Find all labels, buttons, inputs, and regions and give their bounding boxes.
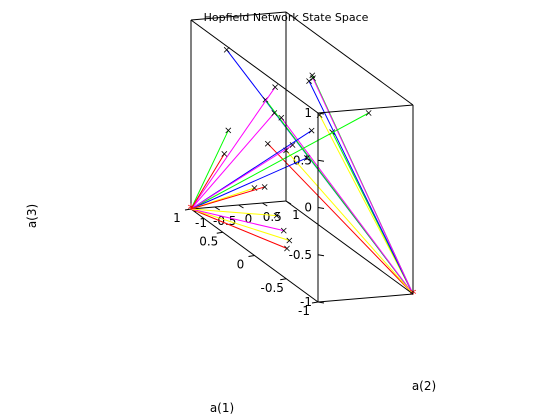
cube-edge	[190, 11, 287, 21]
start-marker	[225, 127, 232, 134]
z-tick-label: 1	[304, 106, 312, 120]
y-tick-label: 0.5	[263, 210, 282, 224]
cube-edge	[285, 200, 414, 295]
z-tick-label: -0.5	[289, 248, 312, 262]
trajectory-line	[190, 208, 290, 242]
start-marker	[272, 84, 279, 91]
start-marker	[273, 212, 280, 219]
trajectory-line	[190, 186, 265, 210]
trajectory-line	[267, 143, 414, 295]
start-marker	[278, 114, 285, 121]
z-tick-mark	[317, 207, 325, 209]
attractor-marker: *	[410, 287, 417, 303]
y-tick-label: -1	[195, 216, 207, 230]
attractor-marker: *	[188, 202, 195, 218]
x-tick-mark	[248, 255, 255, 257]
start-marker	[286, 237, 293, 244]
start-marker	[261, 184, 268, 190]
start-marker	[306, 78, 312, 84]
axes-box-front	[190, 11, 414, 303]
start-marker	[310, 75, 316, 82]
start-marker	[284, 245, 290, 252]
z-axis-label: a(3)	[25, 204, 39, 228]
z-tick-label: 0	[304, 201, 312, 215]
trajectory-line	[190, 112, 369, 210]
x-tick-mark	[280, 278, 287, 281]
y-tick-label: 0	[245, 212, 253, 226]
trajectory-line	[190, 208, 284, 232]
start-marker	[280, 227, 287, 234]
x-tick-mark	[184, 208, 192, 211]
start-marker	[221, 151, 228, 157]
y-axis-label: a(2)	[412, 379, 436, 393]
cube-edge	[317, 104, 414, 114]
start-marker	[365, 110, 372, 116]
y-tick-mark	[238, 204, 244, 209]
start-marker	[308, 127, 315, 134]
trajectory-line	[312, 77, 414, 295]
start-marker	[264, 140, 271, 147]
cube-edge	[317, 293, 414, 303]
trajectory-line	[280, 117, 414, 295]
start-marker	[289, 142, 296, 148]
x-tick-label: 0.5	[199, 234, 218, 248]
y-tick-mark	[261, 202, 268, 207]
trajectory-line	[190, 157, 308, 210]
trajectory-line	[319, 114, 414, 295]
trajectory-line	[190, 130, 229, 210]
trajectory-line	[308, 80, 414, 295]
trajectory-line	[285, 150, 414, 295]
start-marker	[271, 110, 278, 116]
trajectory-line	[190, 208, 288, 249]
trajectory-line	[190, 208, 277, 217]
x-tick-label: 0	[237, 258, 245, 272]
trajectory-line	[190, 144, 293, 210]
x-tick-label: -0.5	[261, 281, 284, 295]
x-tick-mark	[311, 301, 319, 304]
y-tick-mark	[214, 206, 221, 211]
trajectories: **	[188, 46, 417, 303]
z-tick-mark	[317, 254, 325, 257]
cube-edge	[285, 11, 414, 106]
x-axis-label: a(1)	[210, 401, 234, 415]
x-tick-label: 1	[173, 211, 181, 225]
z-tick-mark	[317, 159, 325, 162]
cube-edge	[190, 19, 319, 114]
trajectory-line	[190, 112, 275, 210]
start-marker	[223, 46, 230, 53]
z-tick-label: -1	[300, 295, 312, 309]
trajectory-line	[190, 153, 225, 210]
y-tick-label: 1	[292, 208, 300, 222]
start-marker	[303, 155, 310, 161]
x-tick-label: -1	[298, 304, 310, 318]
trajectory-line	[190, 86, 276, 210]
x-tick-mark	[216, 231, 223, 234]
